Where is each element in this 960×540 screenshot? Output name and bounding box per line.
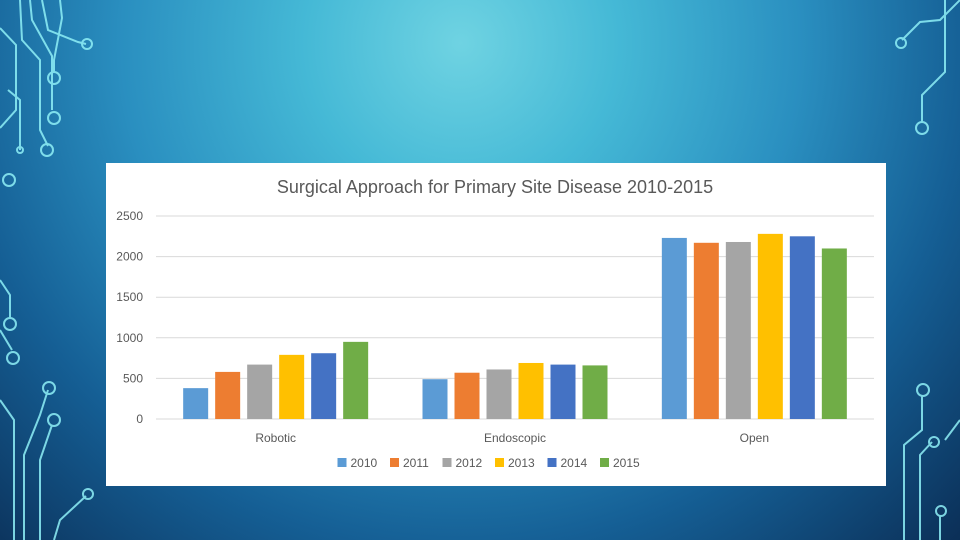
legend-swatch-2012: [442, 458, 452, 467]
legend-label: 2011: [403, 456, 429, 470]
bar-robotic-2011: [215, 371, 241, 419]
y-tick-label: 0: [136, 412, 143, 426]
legend-label: 2012: [456, 456, 483, 470]
bar-open-2012: [725, 241, 751, 419]
chart-card: Surgical Approach for Primary Site Disea…: [106, 163, 886, 486]
bar-robotic-2012: [247, 364, 273, 419]
bar-chart: Surgical Approach for Primary Site Disea…: [116, 177, 874, 470]
y-tick-label: 2500: [116, 209, 143, 223]
bar-open-2011: [693, 242, 719, 419]
bar-robotic-2015: [343, 341, 369, 419]
chart-title: Surgical Approach for Primary Site Disea…: [277, 177, 713, 197]
bar-open-2013: [757, 233, 783, 419]
category-label: Open: [740, 431, 769, 445]
legend-swatch-2013: [495, 458, 504, 467]
bar-open-2014: [789, 236, 815, 419]
legend-swatch-2010: [337, 458, 347, 467]
bar-robotic-2013: [279, 354, 305, 419]
bar-open-2010: [661, 237, 687, 419]
bar-robotic-2010: [183, 388, 209, 419]
y-tick-label: 2000: [116, 250, 143, 264]
bar-open-2015: [821, 248, 847, 419]
legend-label: 2010: [351, 456, 378, 470]
bar-robotic-2014: [311, 353, 337, 419]
y-tick-label: 1000: [116, 331, 143, 345]
legend-swatch-2011: [390, 458, 399, 467]
category-label: Endoscopic: [484, 431, 546, 445]
legend-label: 2015: [613, 456, 640, 470]
category-label: Robotic: [255, 431, 296, 445]
y-tick-label: 500: [123, 371, 143, 385]
y-tick-label: 1500: [116, 290, 143, 304]
bar-endoscopic-2012: [486, 369, 512, 419]
legend-swatch-2015: [600, 458, 609, 467]
bar-endoscopic-2010: [422, 379, 448, 419]
legend-swatch-2014: [547, 458, 557, 467]
bar-endoscopic-2015: [582, 365, 608, 419]
bar-endoscopic-2011: [454, 372, 480, 419]
legend-label: 2013: [508, 456, 535, 470]
legend-label: 2014: [561, 456, 588, 470]
bar-endoscopic-2013: [518, 362, 544, 419]
bar-endoscopic-2014: [550, 364, 576, 419]
